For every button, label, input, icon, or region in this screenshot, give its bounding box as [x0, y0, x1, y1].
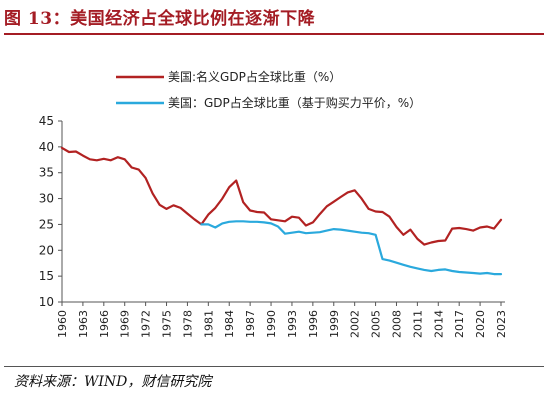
x-tick-label: 2008 — [390, 310, 403, 338]
x-tick-label: 2017 — [453, 310, 466, 338]
x-tick-label: 2023 — [495, 310, 508, 338]
x-tick-label: 1987 — [244, 310, 257, 338]
x-tick-label: 1999 — [328, 310, 341, 338]
x-tick-label: 2011 — [411, 310, 424, 338]
x-tick-label: 1972 — [140, 310, 153, 338]
y-tick-label: 15 — [39, 269, 54, 283]
y-tick-label: 25 — [39, 217, 54, 231]
x-tick-label: 1990 — [265, 310, 278, 338]
y-tick-label: 10 — [39, 295, 54, 309]
source-note: 资料来源：WIND，财信研究院 — [14, 374, 212, 390]
y-tick-label: 40 — [39, 140, 54, 154]
x-tick-label: 1993 — [286, 310, 299, 338]
legend-label-2: 美国：GDP占全球比重（基于购买力平价，%） — [168, 95, 421, 110]
x-tick-label: 1996 — [307, 310, 320, 338]
source-rule — [4, 366, 544, 367]
title-rule — [4, 33, 544, 35]
x-tick-label: 2014 — [432, 310, 445, 338]
series-line-1 — [60, 146, 503, 246]
x-tick-label: 2002 — [349, 310, 362, 338]
x-tick-label: 1975 — [161, 310, 174, 338]
x-tick-label: 1978 — [181, 310, 194, 338]
y-tick-label: 30 — [39, 192, 54, 206]
y-tick-label: 35 — [39, 166, 54, 180]
x-tick-label: 1969 — [119, 310, 132, 338]
chart-axes: 10 15 20 25 30 35 40 45 1960 1963 1966 1969 1972 1975… — [39, 114, 508, 338]
legend-label-1: 美国:名义GDP占全球比重（%） — [168, 69, 341, 84]
line-chart: 10 15 20 25 30 35 40 45 1960 1963 1966 1969 1972 1975… — [39, 69, 508, 338]
y-tick-label: 20 — [39, 243, 54, 257]
x-tick-label: 1984 — [223, 310, 236, 338]
x-tick-label: 1963 — [77, 310, 90, 338]
y-tick-label: 45 — [39, 114, 54, 128]
x-tick-label: 1981 — [202, 310, 215, 338]
chart-legend: 美国:名义GDP占全球比重（%） 美国：GDP占全球比重（基于购买力平价，%） — [116, 69, 421, 110]
x-tick-label: 2005 — [370, 310, 383, 338]
x-tick-label: 1966 — [98, 310, 111, 338]
series-line-2 — [200, 220, 503, 276]
x-tick-label: 2020 — [474, 310, 487, 338]
figure-title: 图 13：美国经济占全球比例在逐渐下降 — [4, 9, 316, 29]
chart-series-lines — [60, 146, 503, 276]
x-tick-label: 1960 — [56, 310, 69, 338]
